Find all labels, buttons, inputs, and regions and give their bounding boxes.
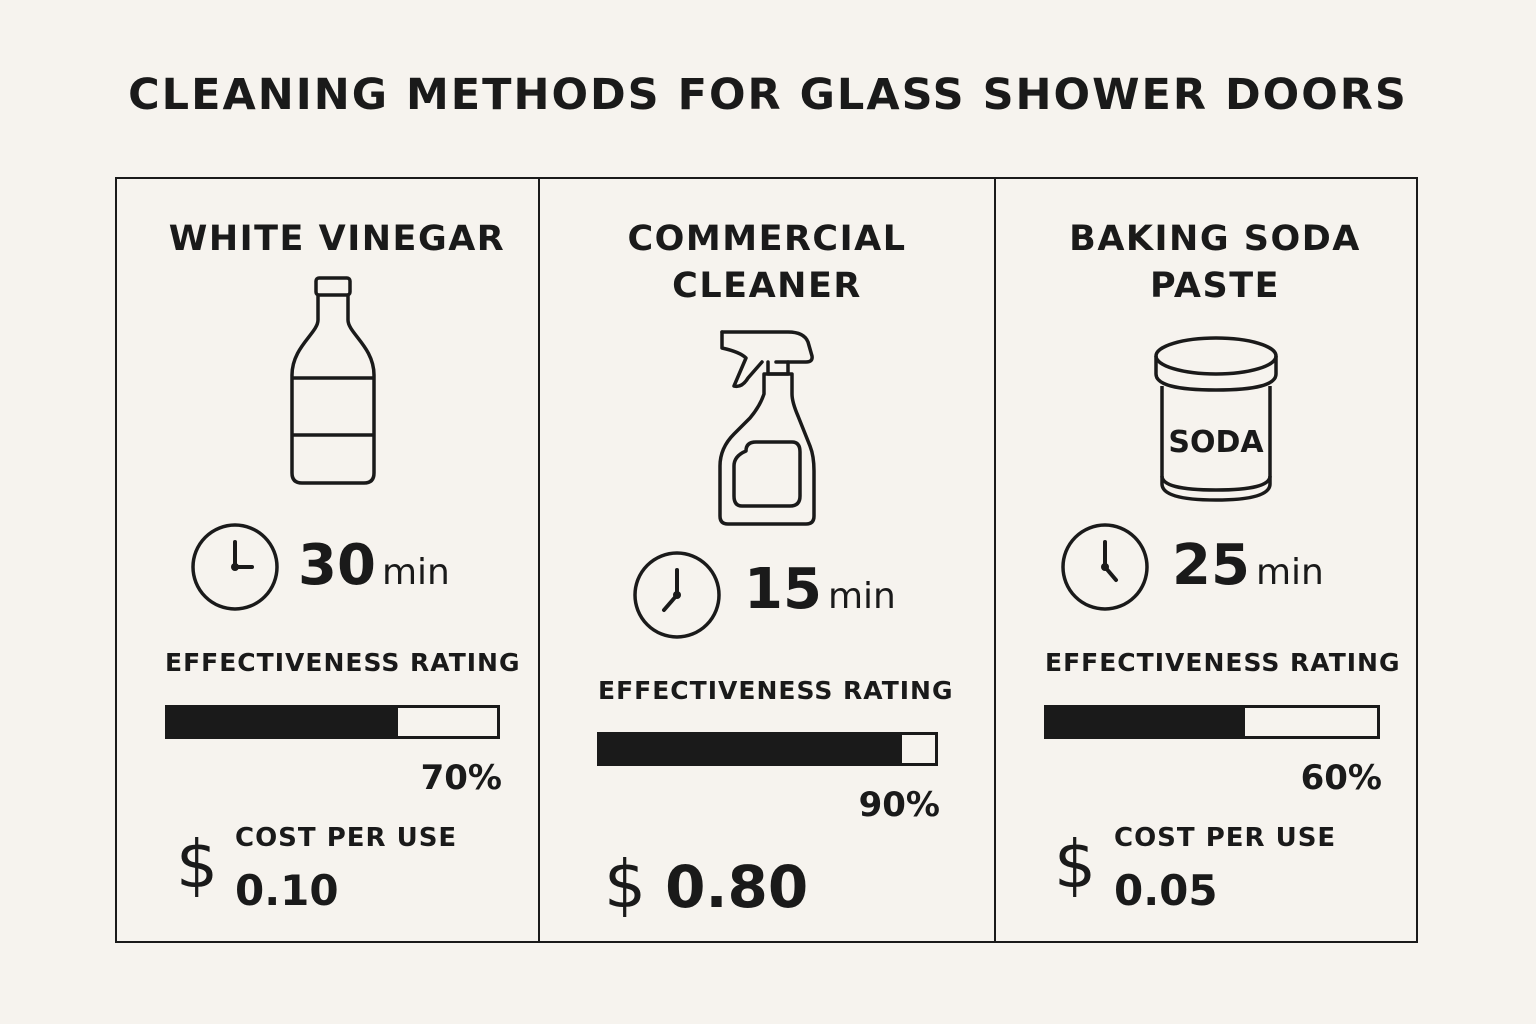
cost-label: COST PER USE	[235, 823, 458, 853]
comparison-table	[115, 177, 1418, 943]
effectiveness-percent: 60%	[1300, 758, 1382, 798]
effectiveness-bar-fill	[1047, 708, 1245, 736]
dollar-icon: $	[1054, 826, 1096, 903]
page-title: CLEANING METHODS FOR GLASS SHOWER DOORS	[128, 70, 1408, 120]
time-unit: min	[381, 552, 450, 593]
effectiveness-bar-fill	[600, 735, 902, 763]
method-name-line1: BAKING SODA	[1069, 219, 1361, 259]
cost-value: 0.05	[1114, 866, 1218, 915]
jar-label: SODA	[1168, 425, 1264, 460]
time-readout: 25 min	[1172, 538, 1324, 594]
method-name-line1: COMMERCIAL	[627, 219, 907, 259]
effectiveness-label: EFFECTIVENESS RATING	[1045, 648, 1401, 677]
time-value: 25	[1172, 533, 1250, 598]
time-readout: 15 min	[744, 562, 896, 618]
column-divider	[994, 177, 996, 943]
time-readout: 30 min	[298, 538, 450, 594]
clock-icon	[633, 551, 721, 639]
method-name-line2: CLEANER	[672, 266, 862, 306]
spray-bottle-icon	[718, 330, 816, 526]
time-value: 30	[298, 533, 376, 598]
effectiveness-label: EFFECTIVENESS RATING	[598, 676, 954, 705]
effectiveness-percent: 90%	[858, 785, 940, 825]
time-value: 15	[744, 557, 822, 622]
vinegar-bottle-icon	[290, 276, 376, 485]
effectiveness-bar	[165, 705, 500, 739]
effectiveness-bar	[597, 732, 938, 766]
time-unit: min	[827, 576, 896, 617]
cost-label: COST PER USE	[1114, 823, 1337, 853]
dollar-icon: $	[176, 826, 218, 903]
cost-value: 0.80	[665, 853, 809, 921]
effectiveness-label: EFFECTIVENESS RATING	[165, 648, 521, 677]
effectiveness-percent: 70%	[420, 758, 502, 798]
method-name: COMMERCIAL CLEANER	[540, 216, 994, 310]
method-name: BAKING SODA PASTE	[996, 216, 1434, 310]
clock-icon	[191, 523, 279, 611]
cost-value: 0.10	[235, 866, 339, 915]
column-divider	[538, 177, 540, 943]
cost-readout: $ 0.80	[604, 852, 808, 918]
time-unit: min	[1255, 552, 1324, 593]
dollar-icon: $	[604, 846, 646, 923]
effectiveness-bar	[1044, 705, 1380, 739]
method-name: WHITE VINEGAR	[168, 219, 506, 259]
method-name-line2: PASTE	[1149, 266, 1281, 306]
clock-icon	[1061, 523, 1149, 611]
effectiveness-bar-fill	[168, 708, 399, 736]
soda-jar-icon: SODA	[1154, 336, 1278, 502]
